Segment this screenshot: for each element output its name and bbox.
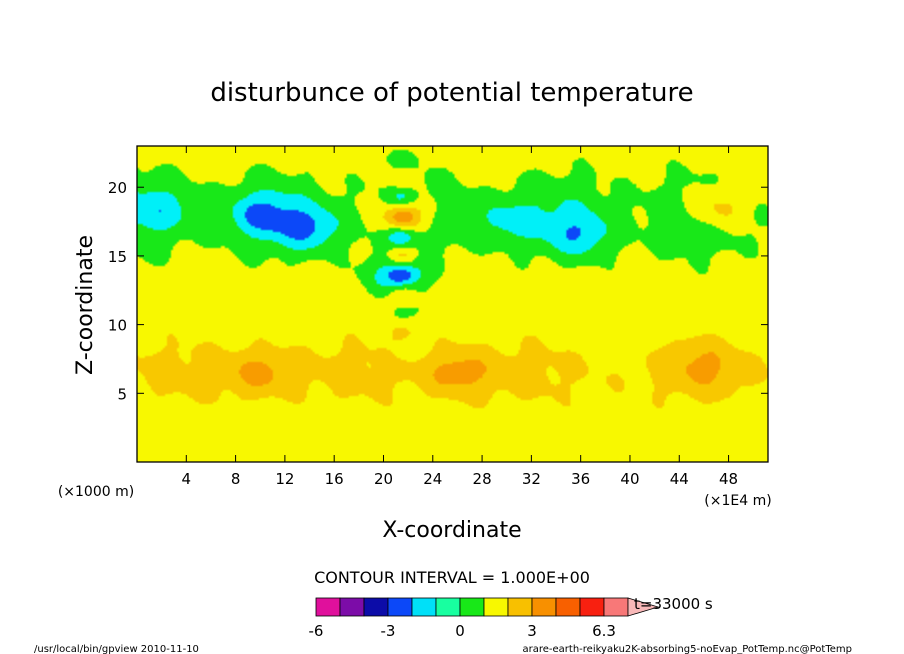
y-tick-label: 10: [108, 317, 127, 335]
colorbar-label: 3: [527, 622, 537, 640]
colorbar-cell: [435, 597, 461, 617]
colorbar-label: -3: [381, 622, 396, 640]
colorbar-cell: [315, 597, 341, 617]
x-tick-label: 36: [571, 470, 590, 488]
colorbar-label: 0: [455, 622, 465, 640]
x-tick-label: 16: [325, 470, 344, 488]
colorbar-cell: [507, 597, 533, 617]
chart-title: disturbunce of potential temperature: [210, 78, 693, 108]
colorbar-cell: [363, 597, 389, 617]
x-tick-label: 24: [423, 470, 442, 488]
colorbar-cell: [339, 597, 365, 617]
x-tick-label: 32: [522, 470, 541, 488]
time-label: t=33000 s: [634, 595, 713, 613]
x-unit-left-label: (×1000 m): [58, 484, 134, 500]
colorbar: [315, 597, 660, 617]
colorbar-cell: [603, 597, 629, 617]
colorbar-cell: [555, 597, 581, 617]
y-tick-label: 20: [108, 179, 127, 197]
colorbar-label: -6: [309, 622, 324, 640]
colorbar-cell: [531, 597, 557, 617]
colorbar-cell: [387, 597, 413, 617]
x-unit-right-label: (×1E4 m): [704, 493, 771, 509]
colorbar-cell: [579, 597, 605, 617]
contour-interval-text: CONTOUR INTERVAL = 1.000E+00: [314, 568, 590, 587]
x-tick-label: 8: [231, 470, 241, 488]
colorbar-label: 6.3: [592, 622, 616, 640]
x-tick-label: 12: [275, 470, 294, 488]
y-axis-label: Z-coordinate: [73, 235, 98, 375]
x-tick-label: 28: [473, 470, 492, 488]
y-tick-label: 5: [117, 385, 127, 403]
x-tick-label: 48: [719, 470, 738, 488]
footer-right: arare-earth-reikyaku2K-absorbing5-noEvap…: [523, 644, 853, 654]
y-tick-label: 15: [108, 248, 127, 266]
x-axis-label: X-coordinate: [382, 518, 521, 543]
x-tick-label: 44: [670, 470, 689, 488]
x-tick-label: 40: [620, 470, 639, 488]
x-tick-label: 4: [182, 470, 192, 488]
disturbance-field: [137, 146, 768, 462]
colorbar-arrow: [627, 597, 660, 617]
footer-left: /usr/local/bin/gpview 2010-11-10: [34, 644, 199, 654]
plot-frame: [136, 145, 769, 463]
colorbar-cell: [483, 597, 509, 617]
x-tick-label: 20: [374, 470, 393, 488]
colorbar-labels: -6 -3 0 3 6.3: [309, 622, 616, 640]
colorbar-cell: [459, 597, 485, 617]
colorbar-cell: [411, 597, 437, 617]
